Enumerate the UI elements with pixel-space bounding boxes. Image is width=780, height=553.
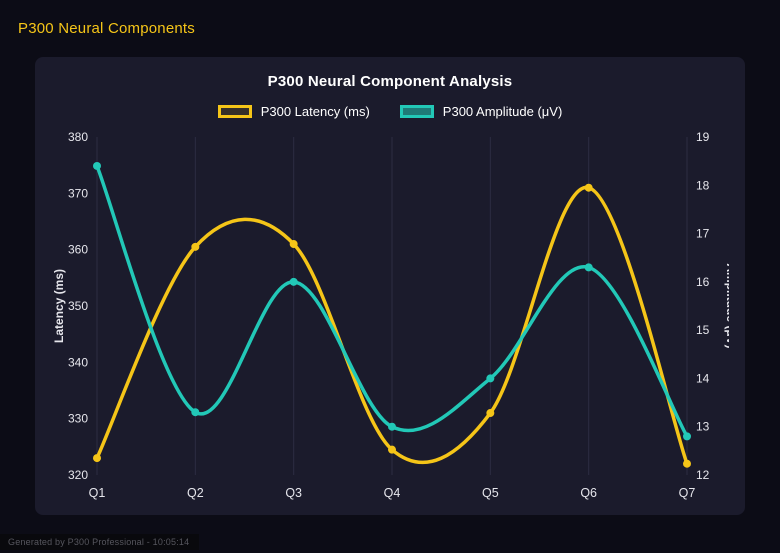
- svg-text:15: 15: [696, 323, 710, 337]
- chart-panel: P300 Neural Component Analysis P300 Late…: [35, 57, 745, 515]
- svg-text:Q6: Q6: [580, 486, 597, 500]
- svg-text:13: 13: [696, 420, 710, 434]
- svg-text:Amplitude (μV): Amplitude (μV): [724, 263, 729, 348]
- footer-note: Generated by P300 Professional - 10:05:1…: [0, 534, 200, 550]
- svg-text:12: 12: [696, 468, 710, 482]
- svg-text:330: 330: [68, 412, 88, 426]
- legend-item-amplitude[interactable]: P300 Amplitude (μV): [399, 103, 563, 119]
- svg-text:18: 18: [696, 178, 710, 192]
- svg-text:350: 350: [68, 299, 88, 313]
- svg-text:320: 320: [68, 468, 88, 482]
- svg-text:360: 360: [68, 243, 88, 257]
- legend-label-amplitude: P300 Amplitude (μV): [442, 103, 563, 119]
- svg-text:17: 17: [696, 227, 710, 241]
- svg-text:370: 370: [68, 186, 88, 200]
- chart-title: P300 Neural Component Analysis: [267, 73, 513, 90]
- svg-text:Latency (ms): Latency (ms): [52, 269, 66, 343]
- svg-text:Q5: Q5: [482, 486, 499, 500]
- svg-text:19: 19: [696, 130, 710, 144]
- svg-text:Q2: Q2: [187, 486, 204, 500]
- chart-legend: P300 Latency (ms) P300 Amplitude (μV): [51, 99, 729, 123]
- legend-item-latency[interactable]: P300 Latency (ms): [217, 103, 370, 119]
- svg-text:14: 14: [696, 371, 710, 385]
- svg-text:Q1: Q1: [89, 486, 106, 500]
- legend-swatch-latency-icon: [217, 104, 252, 118]
- page-title: P300 Neural Components: [18, 20, 196, 37]
- svg-text:Q3: Q3: [285, 486, 302, 500]
- svg-text:380: 380: [68, 130, 88, 144]
- svg-text:16: 16: [696, 275, 710, 289]
- svg-text:340: 340: [68, 355, 88, 369]
- svg-text:Q4: Q4: [384, 486, 401, 500]
- legend-swatch-amplitude-icon: [399, 104, 434, 118]
- line-chart: 380 370 360 350 340 330 320 19 18 17 16 15 14 13 12 Q1 Q…: [52, 130, 738, 500]
- chart-area: 380 370 360 350 340 330 320 19 18 17 16 15 14 13 12 Q1 Q…: [51, 127, 738, 510]
- svg-text:Q7: Q7: [679, 486, 696, 500]
- legend-label-latency: P300 Latency (ms): [260, 103, 370, 119]
